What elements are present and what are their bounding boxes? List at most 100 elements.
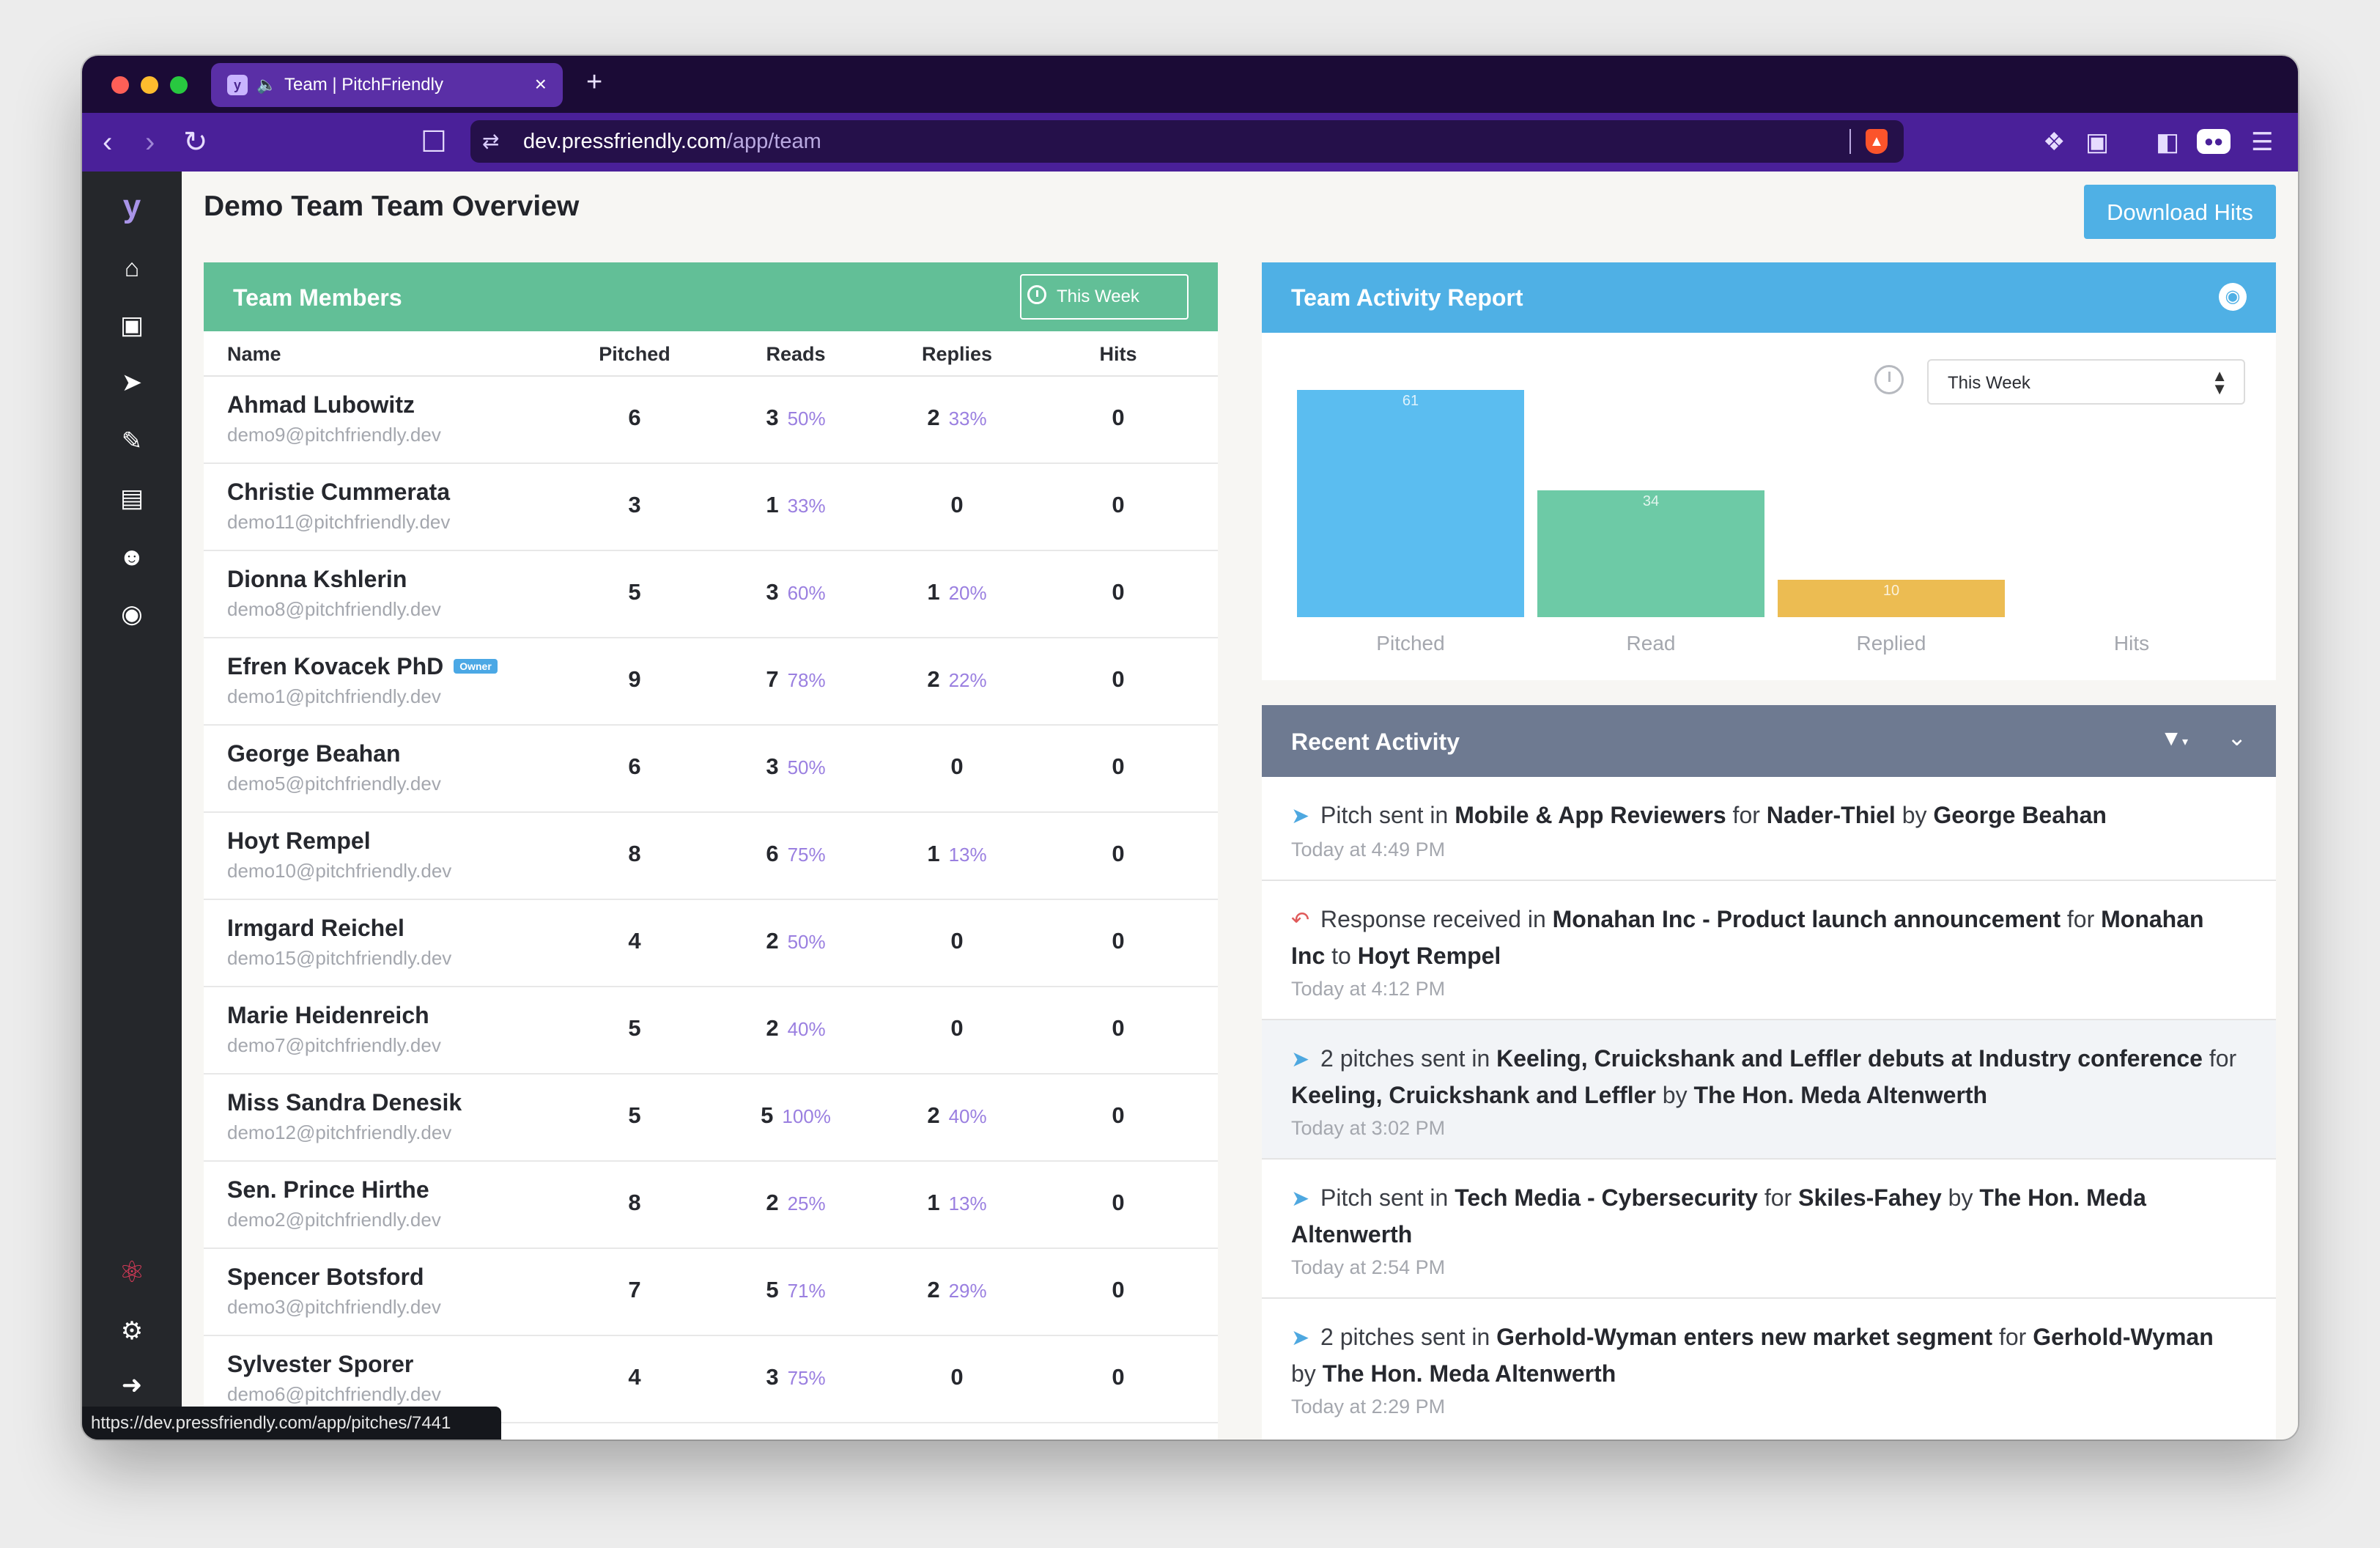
brave-shields-icon[interactable]: ▲ (1866, 129, 1888, 154)
member-name[interactable]: Efren Kovacek PhD Owner (227, 653, 498, 680)
forward-icon[interactable]: › (145, 126, 155, 158)
table-row[interactable]: Dionna Kshlerin demo8@pitchfriendly.dev 5 3… (204, 550, 1218, 638)
table-row[interactable]: Efren Kovacek PhD Owner demo1@pitchfriendl… (204, 637, 1218, 726)
activity-item[interactable]: ➤ 2 pitches sent in Keeling, Cruickshank … (1262, 1020, 2276, 1160)
bar-pitched[interactable]: 61 (1297, 390, 1524, 617)
table-row[interactable]: Ahmad Lubowitz demo9@pitchfriendly.dev 6 3 5… (204, 375, 1218, 464)
activity-entity[interactable]: Monahan Inc - Product launch announcemen… (1552, 906, 2061, 932)
activity-range-select[interactable]: This Week ▲ ▼ (1927, 359, 2245, 405)
cell-reads: 2 50% (722, 928, 869, 954)
activity-entity[interactable]: The Hon. Meda Altenwerth (1693, 1082, 1988, 1108)
table-row[interactable]: Spencer Botsford demo3@pitchfriendly.dev 7… (204, 1247, 1218, 1336)
activity-timestamp: Today at 2:54 PM (1291, 1256, 1446, 1278)
gear-icon[interactable]: ⚙ (120, 1317, 144, 1345)
sidebar-toggle-icon[interactable]: ◧ (2156, 128, 2180, 156)
member-name[interactable]: Christie Cummerata (227, 479, 450, 506)
close-window-button[interactable] (111, 76, 129, 94)
hits-count: 0 (1112, 1364, 1125, 1390)
download-hits-button[interactable]: Download Hits (2084, 185, 2276, 239)
col-replies[interactable]: Replies (921, 343, 993, 365)
bar-read[interactable]: 34 (1537, 490, 1764, 617)
logout-icon[interactable]: ➜ (121, 1371, 143, 1399)
member-name[interactable]: Sen. Prince Hirthe (227, 1176, 429, 1204)
activity-item[interactable]: ➤ Pitch sent in Tech Media - Cybersecurit… (1262, 1160, 2276, 1299)
screenshot-icon[interactable]: ▣ (2085, 128, 2110, 156)
member-name[interactable]: Miss Sandra Denesik (227, 1089, 462, 1116)
hits-count: 0 (1112, 405, 1125, 430)
home-icon[interactable]: ⌂ (124, 254, 140, 282)
member-name[interactable]: Ahmad Lubowitz (227, 391, 415, 419)
activity-item[interactable]: ➤ 2 pitches sent in Gerhold-Wyman enters … (1262, 1299, 2276, 1440)
user-edit-icon[interactable]: ✎ (121, 427, 143, 455)
col-reads[interactable]: Reads (766, 343, 826, 365)
filter-icon[interactable]: ▼▾ (2160, 726, 2188, 751)
new-tab-button[interactable]: + (586, 67, 603, 97)
activity-entity[interactable]: Monahan Inc (1291, 906, 2204, 969)
menu-icon[interactable]: ☰ (2251, 128, 2274, 156)
member-name[interactable]: Dionna Kshlerin (227, 566, 407, 593)
url-text[interactable]: dev.pressfriendly.com/app/team (523, 129, 821, 154)
activity-entity[interactable]: Tech Media - Cybersecurity (1455, 1184, 1758, 1211)
col-pitched[interactable]: Pitched (599, 343, 670, 365)
member-name[interactable]: Sylvester Sporer (227, 1351, 413, 1378)
member-name[interactable]: Irmgard Reichel (227, 915, 404, 942)
activity-entity[interactable]: Gerhold-Wyman enters new market segment (1496, 1324, 1993, 1350)
table-row[interactable]: Hoyt Rempel demo10@pitchfriendly.dev 8 6 75%… (204, 811, 1218, 900)
table-row[interactable]: Marie Heidenreich demo7@pitchfriendly.dev… (204, 986, 1218, 1075)
member-name[interactable]: Hoyt Rempel (227, 828, 371, 855)
activity-entity[interactable]: Hoyt Rempel (1357, 943, 1501, 969)
bar-replied[interactable]: 10 (1778, 580, 2005, 617)
palette-icon[interactable]: ◉ (121, 600, 143, 628)
paper-plane-icon[interactable]: ➤ (121, 369, 143, 397)
table-row[interactable]: Irmgard Reichel demo15@pitchfriendly.dev 4… (204, 899, 1218, 987)
palette-icon[interactable]: ◉ (2219, 283, 2247, 311)
speaker-icon[interactable]: 🔈 (256, 75, 277, 94)
table-row[interactable]: George Beahan demo5@pitchfriendly.dev 6 3 50… (204, 724, 1218, 813)
activity-entity[interactable]: The Hon. Meda Altenwerth (1291, 1184, 2146, 1247)
react-icon[interactable]: ⚛ (119, 1256, 145, 1289)
member-name-text: George Beahan (227, 740, 401, 767)
member-email: demo2@pitchfriendly.dev (227, 1209, 441, 1231)
hits-count: 0 (1112, 928, 1125, 954)
close-tab-icon[interactable]: × (534, 73, 547, 95)
member-name[interactable]: George Beahan (227, 740, 401, 767)
col-hits[interactable]: Hits (1099, 343, 1137, 365)
table-row[interactable]: Sylvester Sporer demo6@pitchfriendly.dev 4… (204, 1335, 1218, 1423)
activity-phrase: by (1655, 1082, 1694, 1108)
activity-entity[interactable]: George Beahan (1933, 802, 2107, 828)
member-name[interactable]: Marie Heidenreich (227, 1002, 429, 1029)
paper-plane-icon: ➤ (1291, 804, 1310, 828)
activity-entity[interactable]: Keeling, Cruickshank and Leffler debuts … (1496, 1045, 2203, 1072)
team-icon[interactable]: ☻ (119, 543, 145, 571)
extensions-icon[interactable]: ❖ (2043, 128, 2066, 156)
team-members-range-button[interactable]: This Week (1020, 274, 1189, 320)
activity-entity[interactable]: Gerhold-Wyman (2033, 1324, 2214, 1350)
link-status-tooltip: https://dev.pressfriendly.com/app/pitche… (82, 1407, 501, 1440)
col-name[interactable]: Name (227, 343, 281, 365)
activity-item[interactable]: ➤ Pitch sent in Mobile & App Reviewers fo… (1262, 777, 2276, 881)
member-name[interactable]: Spencer Botsford (227, 1264, 424, 1291)
wallet-icon[interactable]: ●● (2197, 129, 2231, 154)
activity-entity[interactable]: Skiles-Fahey (1798, 1184, 1942, 1211)
pitchfriendly-logo-icon[interactable]: y (122, 188, 141, 224)
address-bar[interactable]: ⇄ dev.pressfriendly.com/app/team ▲ (470, 120, 1904, 163)
back-icon[interactable]: ‹ (103, 126, 113, 158)
newspaper-icon[interactable]: ▤ (119, 484, 144, 512)
reload-icon[interactable]: ↻ (183, 126, 208, 158)
bookmark-icon[interactable]: ☐ (421, 126, 447, 158)
activity-entity[interactable]: Nader-Thiel (1766, 802, 1896, 828)
activity-range-value: This Week (1948, 373, 2030, 393)
chevron-down-icon[interactable]: ⌄ (2227, 724, 2247, 751)
activity-entity[interactable]: Mobile & App Reviewers (1455, 802, 1726, 828)
site-settings-icon[interactable]: ⇄ (482, 130, 500, 152)
activity-entity[interactable]: The Hon. Meda Altenwerth (1322, 1360, 1616, 1387)
minimize-window-button[interactable] (141, 76, 158, 94)
table-row[interactable]: Sen. Prince Hirthe demo2@pitchfriendly.de… (204, 1160, 1218, 1249)
activity-item[interactable]: ↶ Response received in Monahan Inc - Prod… (1262, 881, 2276, 1020)
table-row[interactable]: Miss Sandra Denesik demo12@pitchfriendly.… (204, 1073, 1218, 1162)
table-row[interactable]: Christie Cummerata demo11@pitchfriendly.d… (204, 462, 1218, 551)
briefcase-icon[interactable]: ▣ (119, 312, 144, 339)
zoom-window-button[interactable] (170, 76, 188, 94)
browser-tab[interactable]: y 🔈 Team | PitchFriendly × (211, 63, 563, 107)
activity-entity[interactable]: Keeling, Cruickshank and Leffler (1291, 1082, 1656, 1108)
